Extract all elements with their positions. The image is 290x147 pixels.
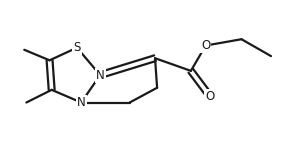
Text: S: S — [73, 41, 81, 54]
Text: N: N — [77, 96, 86, 109]
Text: O: O — [205, 90, 215, 103]
Text: O: O — [201, 39, 210, 52]
Text: N: N — [96, 69, 105, 82]
